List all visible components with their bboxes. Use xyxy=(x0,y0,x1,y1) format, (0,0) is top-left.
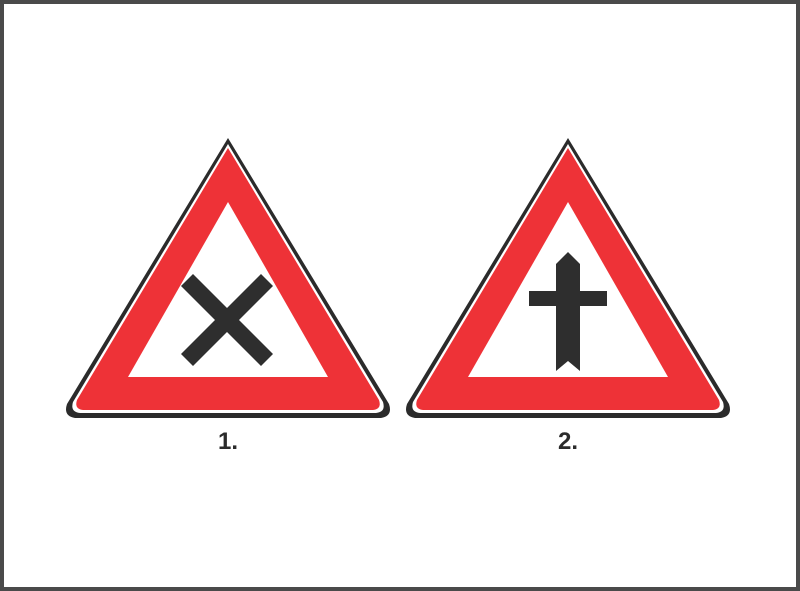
warning-sign-priority-crossroads xyxy=(403,134,733,424)
triangle-sign-svg xyxy=(406,138,730,418)
triangle-sign-svg xyxy=(66,138,390,418)
sign-inner-field xyxy=(128,202,328,377)
warning-sign-crossroads xyxy=(63,134,393,424)
sign-number-label: 2. xyxy=(557,428,578,455)
priority-road-icon xyxy=(529,252,607,371)
crossroads-x-icon xyxy=(180,273,274,367)
sign-number-label: 1. xyxy=(217,428,238,455)
